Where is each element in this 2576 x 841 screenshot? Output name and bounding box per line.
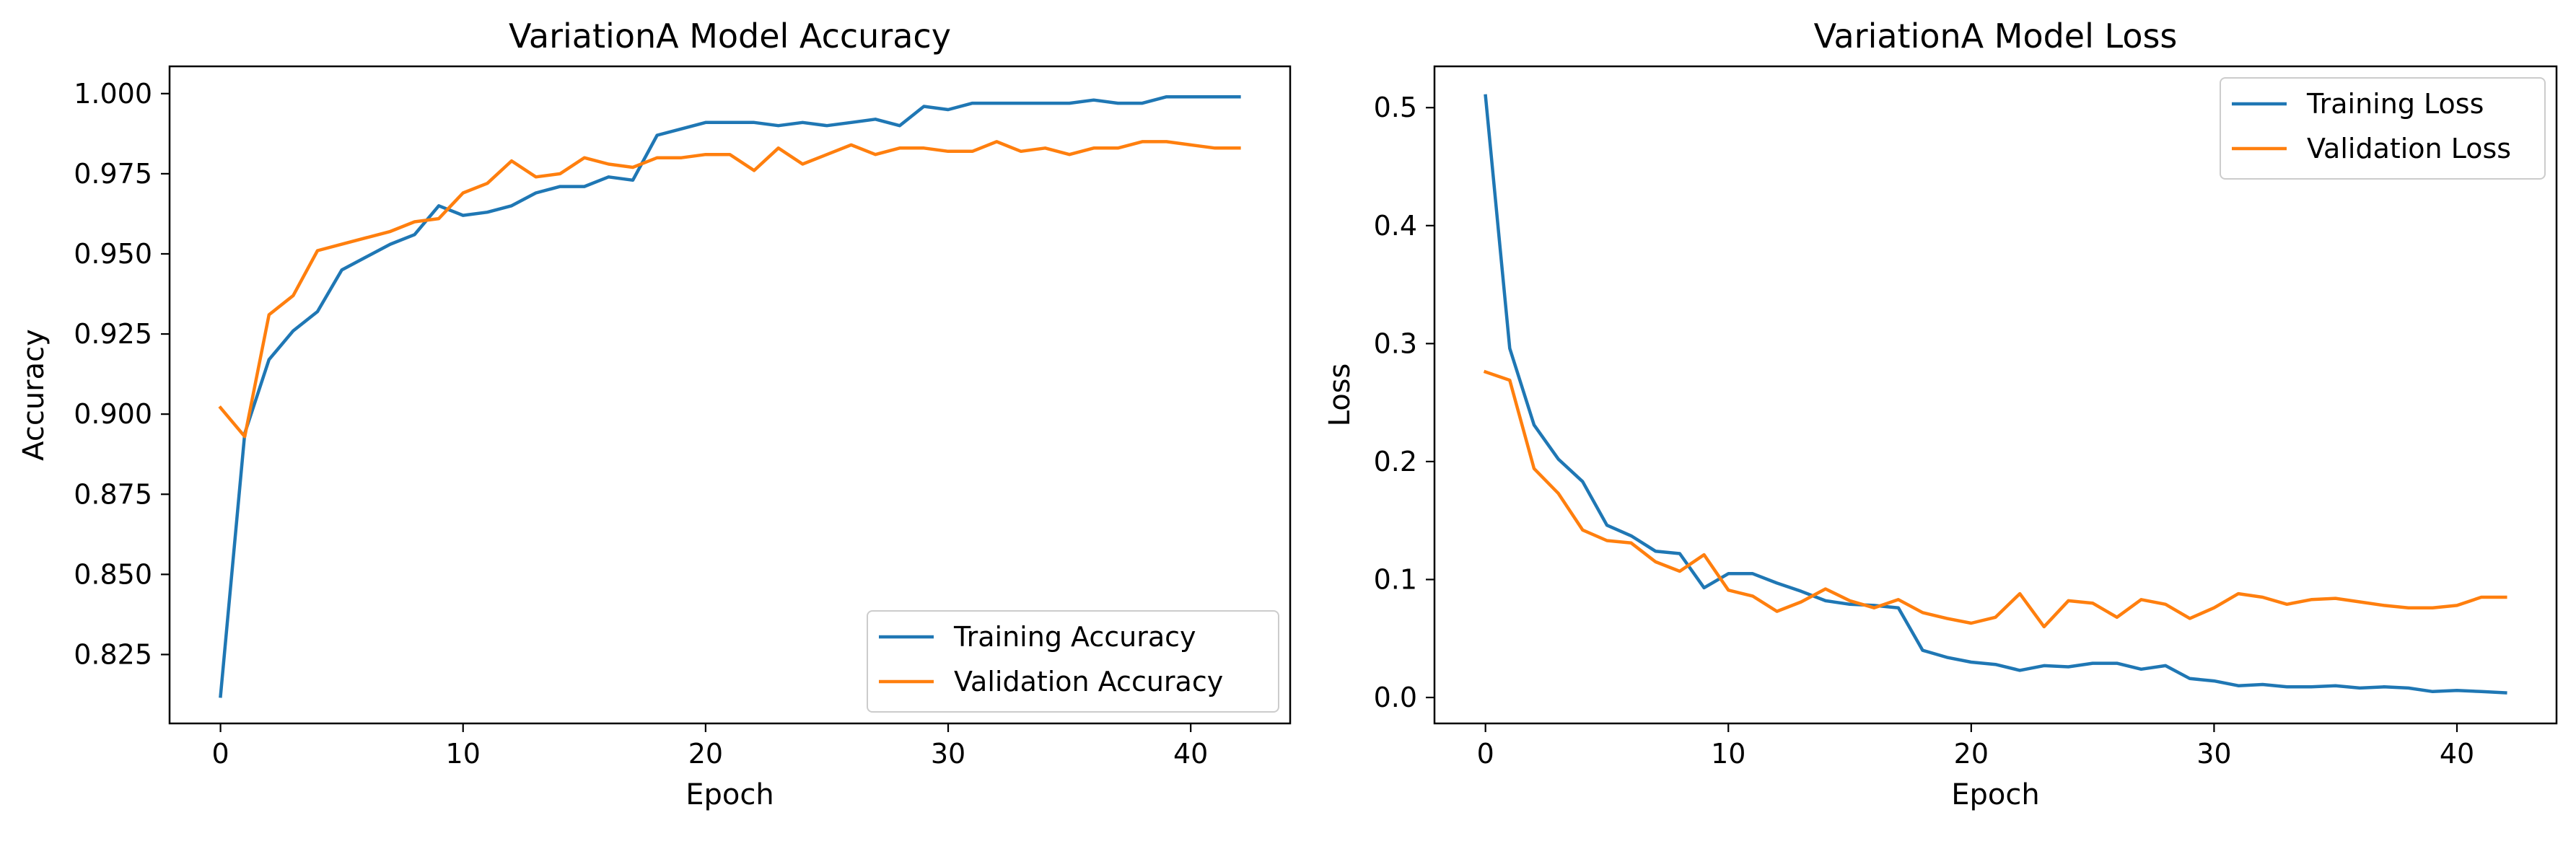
- loss-legend-label-1: Training Loss: [2306, 88, 2484, 120]
- loss-y-tick-label: 0.2: [1374, 446, 1417, 477]
- accuracy-x-tick-label: 30: [931, 738, 965, 770]
- accuracy-x-tick-label: 40: [1173, 738, 1208, 770]
- accuracy-y-tick-label: 0.975: [74, 158, 152, 190]
- loss-x-tick-label: 0: [1477, 738, 1494, 770]
- accuracy-y-tick-label: 1.000: [74, 78, 152, 110]
- loss-x-axis-label: Epoch: [1951, 778, 2039, 811]
- loss-y-axis-label: Loss: [1323, 364, 1357, 427]
- accuracy-chart: 0 10 20 30 40 0.825 0.850 0.875 0.900 0.925 0.950 0…: [17, 17, 1292, 811]
- loss-y-tick-label: 0.1: [1374, 563, 1417, 595]
- loss-x-tick-label: 20: [1954, 738, 1989, 770]
- loss-series-line-1: [1484, 94, 2507, 695]
- accuracy-series-line-1: [219, 94, 1241, 698]
- loss-x-tick-label: 30: [2196, 738, 2231, 770]
- accuracy-axes-frame: [168, 65, 1292, 725]
- accuracy-y-tick-label: 0.850: [74, 558, 152, 590]
- accuracy-legend-label-1: Training Accuracy: [953, 621, 1196, 653]
- loss-y-tick-label: 0.5: [1374, 92, 1417, 123]
- loss-y-tick-label: 0.0: [1374, 682, 1417, 713]
- loss-y-tick-label: 0.3: [1374, 327, 1417, 359]
- accuracy-y-tick-label: 0.950: [74, 238, 152, 270]
- loss-legend-label-2: Validation Loss: [2307, 133, 2511, 164]
- accuracy-legend-box: [867, 610, 1279, 713]
- accuracy-x-tick-label: 20: [688, 738, 723, 770]
- accuracy-chart-title: VariationA Model Accuracy: [509, 17, 951, 56]
- accuracy-y-tick-label: 0.900: [74, 398, 152, 430]
- accuracy-legend: Training Accuracy Validation Accuracy: [867, 610, 1279, 713]
- accuracy-series-line-2: [218, 140, 1241, 439]
- loss-chart-title: VariationA Model Loss: [1814, 17, 2178, 56]
- loss-legend: Training Loss Validation Loss: [2220, 77, 2546, 180]
- loss-series-line-2: [1483, 369, 2507, 629]
- accuracy-y-tick-label: 0.925: [74, 318, 152, 350]
- accuracy-x-tick-label: 0: [211, 738, 229, 770]
- loss-axes-frame: [1433, 65, 2558, 725]
- loss-x-tick-label: 10: [1711, 738, 1745, 770]
- loss-chart: 0 10 20 30 40 0.0 0.1 0.2 0.3 0.4 0.5 VariationA Mo…: [1323, 17, 2558, 811]
- accuracy-legend-label-2: Validation Accuracy: [954, 666, 1223, 697]
- loss-legend-box: [2220, 77, 2546, 180]
- accuracy-y-tick-label: 0.875: [74, 478, 152, 510]
- loss-x-tick-label: 40: [2440, 738, 2474, 770]
- accuracy-x-axis-label: Epoch: [685, 778, 774, 811]
- accuracy-y-axis-label: Accuracy: [17, 329, 51, 461]
- accuracy-y-tick-label: 0.825: [74, 638, 152, 670]
- accuracy-x-tick-label: 10: [446, 738, 481, 770]
- loss-y-tick-label: 0.4: [1374, 210, 1417, 242]
